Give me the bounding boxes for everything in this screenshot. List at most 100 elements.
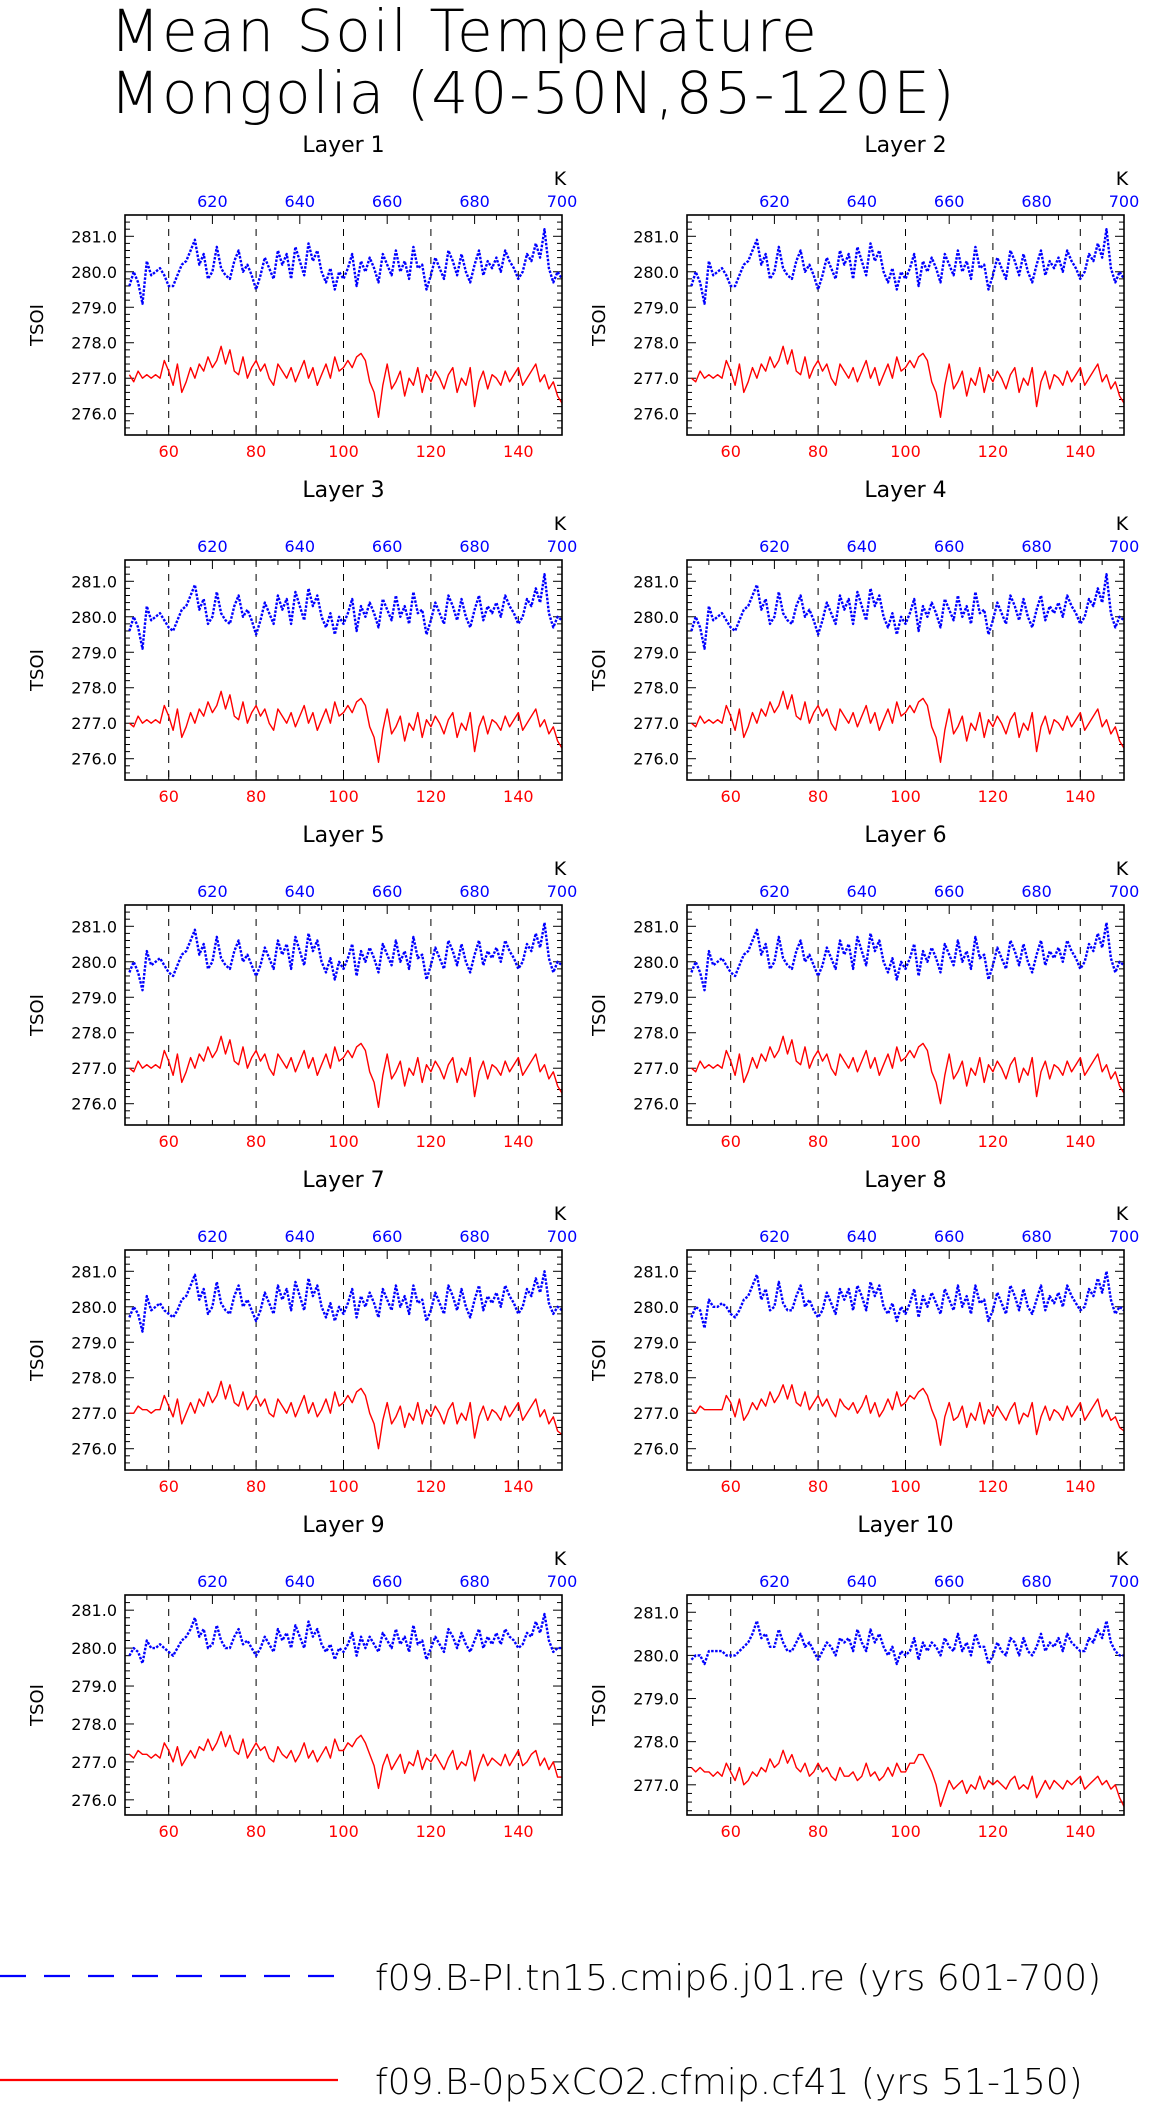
series-line-red [690,1749,1125,1808]
y-tick-label: 278.0 [71,1024,117,1043]
y-tick-label: 280.0 [633,608,679,627]
y-tick-label: 278.0 [71,1369,117,1388]
x-bottom-tick-label: 60 [159,1822,179,1841]
x-bottom-tick-label: 80 [808,1132,828,1151]
y-tick-label: 277.0 [633,714,679,733]
y-tick-label: 281.0 [71,1601,117,1620]
panel-title: Layer 1 [302,133,384,158]
x-bottom-tick-label: 60 [159,1477,179,1496]
series-line-blue [690,921,1125,992]
y-axis-label: TSOI [589,994,610,1037]
series-line-blue [128,573,563,650]
x-top-tick-label: 660 [934,882,965,901]
y-tick-label: 276.0 [71,1440,117,1459]
top-axis-unit: K [1116,858,1129,880]
series-line-red [128,690,563,763]
title-line-1: Mean Soil Temperature [110,0,819,65]
y-tick-label: 279.0 [633,1333,679,1352]
panel-layer-8: Layer 8 281.0 280.0 279.0 278.0 277.0 276.0 60 8… [589,1168,1139,1496]
panel-title: Layer 9 [302,1513,384,1538]
y-tick-label: 278.0 [71,679,117,698]
plot-frame [686,1249,1125,1471]
y-axis-label: TSOI [27,649,48,692]
y-tick-label: 279.0 [71,1677,117,1696]
panel-layer-5: Layer 5 281.0 280.0 279.0 278.0 277.0 276.0 60 8… [27,823,577,1151]
y-tick-label: 278.0 [71,1715,117,1734]
x-top-tick-label: 680 [459,1572,490,1591]
top-axis-unit: K [554,858,567,880]
x-top-tick-label: 660 [934,192,965,211]
top-axis-unit: K [554,1548,567,1570]
x-top-tick-label: 680 [459,1227,490,1246]
series-line-red [128,345,563,418]
x-bottom-tick-label: 140 [503,1822,534,1841]
series-line-blue [690,227,1126,305]
x-top-tick-label: 640 [285,1227,316,1246]
y-axis-label: TSOI [27,994,48,1037]
x-bottom-tick-label: 60 [721,787,741,806]
panel-layer-9: Layer 9 281.0 280.0 279.0 278.0 277.0 276.0 60 8… [27,1513,577,1841]
legend-label-red: f09.B-0p5xCO2.cfmip.cf41 (yrs 51-150) [375,2062,1083,2103]
x-top-tick-label: 660 [934,1572,965,1591]
x-top-tick-label: 660 [372,1572,403,1591]
top-axis-unit: K [1116,168,1129,190]
x-bottom-tick-label: 140 [1065,442,1096,461]
x-bottom-tick-label: 120 [978,1477,1009,1496]
x-top-tick-label: 620 [759,537,790,556]
y-axis-label: TSOI [589,1339,610,1382]
panels-area: Layer 1 281.0 280.0 279.0 278.0 277.0 276.0 60 8… [27,133,1140,1841]
legend-label-blue: f09.B-PI.tn15.cmip6.j01.re (yrs 601-700) [375,1958,1101,1999]
panel-layer-3: Layer 3 281.0 280.0 279.0 278.0 277.0 276.0 60 8… [27,478,577,806]
x-top-tick-label: 620 [197,1227,228,1246]
x-bottom-tick-label: 140 [503,1477,534,1496]
x-bottom-tick-label: 100 [328,787,359,806]
x-bottom-tick-label: 100 [890,1132,921,1151]
x-bottom-tick-label: 80 [246,1477,266,1496]
y-tick-label: 281.0 [633,1262,679,1281]
y-tick-label: 277.0 [71,1753,117,1772]
y-tick-label: 281.0 [633,1603,679,1622]
x-top-tick-label: 620 [759,882,790,901]
x-top-tick-label: 620 [759,1572,790,1591]
x-top-tick-label: 640 [847,1572,878,1591]
y-tick-label: 279.0 [71,1333,117,1352]
x-bottom-tick-label: 140 [503,787,534,806]
x-top-tick-label: 640 [847,537,878,556]
plot-frame [124,214,563,436]
panel-layer-7: Layer 7 281.0 280.0 279.0 278.0 277.0 276.0 60 8… [27,1168,577,1496]
top-axis-unit: K [554,1203,567,1225]
y-tick-label: 278.0 [633,1369,679,1388]
x-bottom-tick-label: 120 [978,787,1009,806]
x-bottom-tick-label: 80 [808,442,828,461]
y-tick-label: 276.0 [633,1440,679,1459]
x-bottom-tick-label: 60 [721,1132,741,1151]
x-top-tick-label: 700 [1109,882,1140,901]
x-bottom-tick-label: 80 [246,442,266,461]
plot-frame [686,559,1125,781]
y-tick-label: 278.0 [71,334,117,353]
y-tick-label: 277.0 [71,1404,117,1423]
series-line-red [690,690,1125,763]
series-line-blue [128,1612,562,1665]
x-top-tick-label: 680 [1021,1227,1052,1246]
x-top-tick-label: 660 [372,537,403,556]
x-top-tick-label: 620 [197,882,228,901]
y-tick-label: 276.0 [633,405,679,424]
x-bottom-tick-label: 100 [328,442,359,461]
plot-frame [124,1594,563,1816]
y-tick-label: 277.0 [633,1404,679,1423]
x-bottom-tick-label: 60 [721,1477,741,1496]
series-line-red [690,1035,1125,1105]
y-tick-label: 277.0 [71,714,117,733]
y-tick-label: 280.0 [633,1646,679,1665]
x-bottom-tick-label: 120 [978,442,1009,461]
y-tick-label: 276.0 [71,1095,117,1114]
top-axis-unit: K [1116,1548,1129,1570]
plot-frame [124,904,563,1126]
x-bottom-tick-label: 100 [890,1477,921,1496]
y-tick-label: 276.0 [633,1095,679,1114]
panel-title: Layer 2 [864,133,946,158]
y-tick-label: 276.0 [71,1791,117,1810]
x-top-tick-label: 700 [1109,537,1140,556]
x-bottom-tick-label: 140 [503,442,534,461]
